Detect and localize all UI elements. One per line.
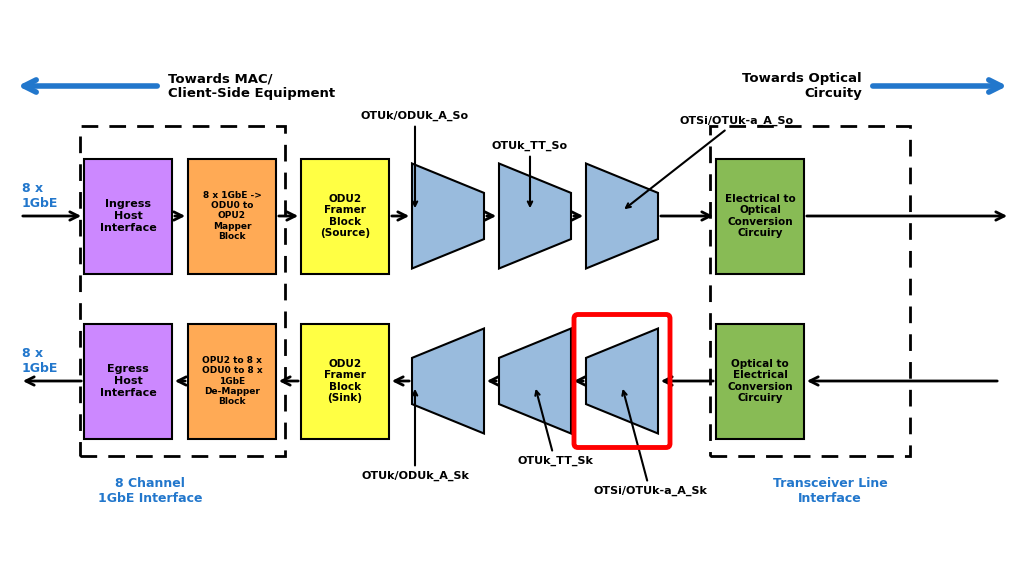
- Text: Egress
Host
Interface: Egress Host Interface: [99, 365, 157, 397]
- Text: OTUk_TT_So: OTUk_TT_So: [492, 141, 568, 206]
- Text: OTUk/ODUk_A_So: OTUk/ODUk_A_So: [360, 111, 469, 206]
- Text: OTSi/OTUk-a_A_Sk: OTSi/OTUk-a_A_Sk: [593, 391, 707, 497]
- Text: OPU2 to 8 x
ODU0 to 8 x
1GbE
De-Mapper
Block: OPU2 to 8 x ODU0 to 8 x 1GbE De-Mapper B…: [202, 356, 262, 406]
- Polygon shape: [499, 164, 571, 268]
- Text: 8 x 1GbE ->
ODU0 to
OPU2
Mapper
Block: 8 x 1GbE -> ODU0 to OPU2 Mapper Block: [203, 191, 261, 241]
- Bar: [716, 324, 804, 438]
- Text: Transceiver Line
Interface: Transceiver Line Interface: [773, 477, 888, 505]
- Text: OTUk_TT_Sk: OTUk_TT_Sk: [517, 391, 593, 466]
- Bar: [301, 158, 389, 274]
- Text: ODU2
Framer
Block
(Source): ODU2 Framer Block (Source): [319, 194, 370, 238]
- Text: Ingress
Host
Interface: Ingress Host Interface: [99, 199, 157, 233]
- Bar: [188, 324, 276, 438]
- Polygon shape: [586, 164, 658, 268]
- Polygon shape: [586, 328, 658, 434]
- Bar: [716, 158, 804, 274]
- Bar: [188, 158, 276, 274]
- Text: ODU2
Framer
Block
(Sink): ODU2 Framer Block (Sink): [324, 359, 366, 403]
- Bar: [301, 324, 389, 438]
- Bar: [84, 158, 172, 274]
- Polygon shape: [499, 328, 571, 434]
- Text: 8 x
1GbE: 8 x 1GbE: [22, 182, 58, 210]
- Text: 8 Channel
1GbE Interface: 8 Channel 1GbE Interface: [97, 477, 203, 505]
- Text: Towards Optical
Circuity: Towards Optical Circuity: [742, 72, 862, 100]
- Text: OTSi/OTUk-a_A_So: OTSi/OTUk-a_A_So: [626, 116, 795, 208]
- Text: Optical to
Electrical
Conversion
Circuiry: Optical to Electrical Conversion Circuir…: [727, 359, 793, 403]
- Text: Towards MAC/
Client-Side Equipment: Towards MAC/ Client-Side Equipment: [168, 72, 335, 100]
- Bar: [84, 324, 172, 438]
- Polygon shape: [412, 164, 484, 268]
- Text: OTUk/ODUk_A_Sk: OTUk/ODUk_A_Sk: [361, 391, 469, 482]
- Text: Electrical to
Optical
Conversion
Circuiry: Electrical to Optical Conversion Circuir…: [725, 194, 796, 238]
- Text: 8 x
1GbE: 8 x 1GbE: [22, 347, 58, 375]
- Polygon shape: [412, 328, 484, 434]
